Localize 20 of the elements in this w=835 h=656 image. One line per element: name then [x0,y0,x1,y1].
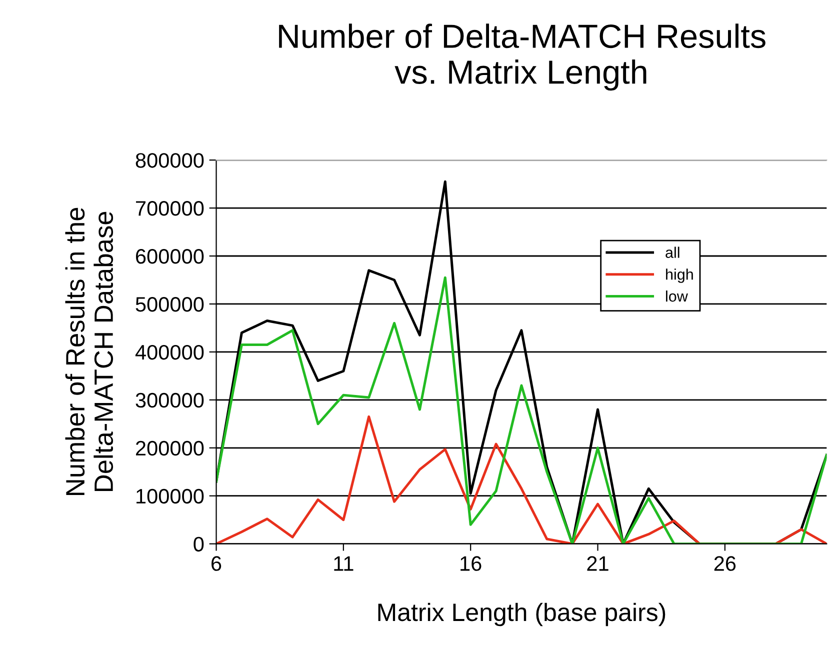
y-tick-label: 500000 [136,296,204,312]
legend-label: all [666,246,680,258]
x-tick-label: 6 [212,556,222,571]
y-tick-label: 400000 [135,344,204,360]
y-tick-label: 600000 [136,249,204,264]
legend-label: low [666,290,688,302]
y-tick-label: 700000 [136,201,204,216]
chart-title: Number of Delta-MATCH Results vs. Matrix Length [279,24,766,91]
x-tick-label: 16 [460,556,482,571]
y-tick-label: 800000 [136,153,204,168]
x-axis-title: Matrix Length (base pairs) [378,602,666,626]
y-axis-title: Number of Results in the Delta-MATCH Database [65,208,114,495]
legend-label: high [666,268,693,283]
x-tick-label: 26 [714,556,736,571]
y-tick-label: 100000 [136,488,204,504]
x-tick-label: 21 [587,556,608,571]
x-tick-label: 11 [334,556,354,571]
y-tick-label: 200000 [136,440,204,456]
y-tick-label: 0 [194,536,204,552]
y-tick-label: 300000 [136,392,204,408]
